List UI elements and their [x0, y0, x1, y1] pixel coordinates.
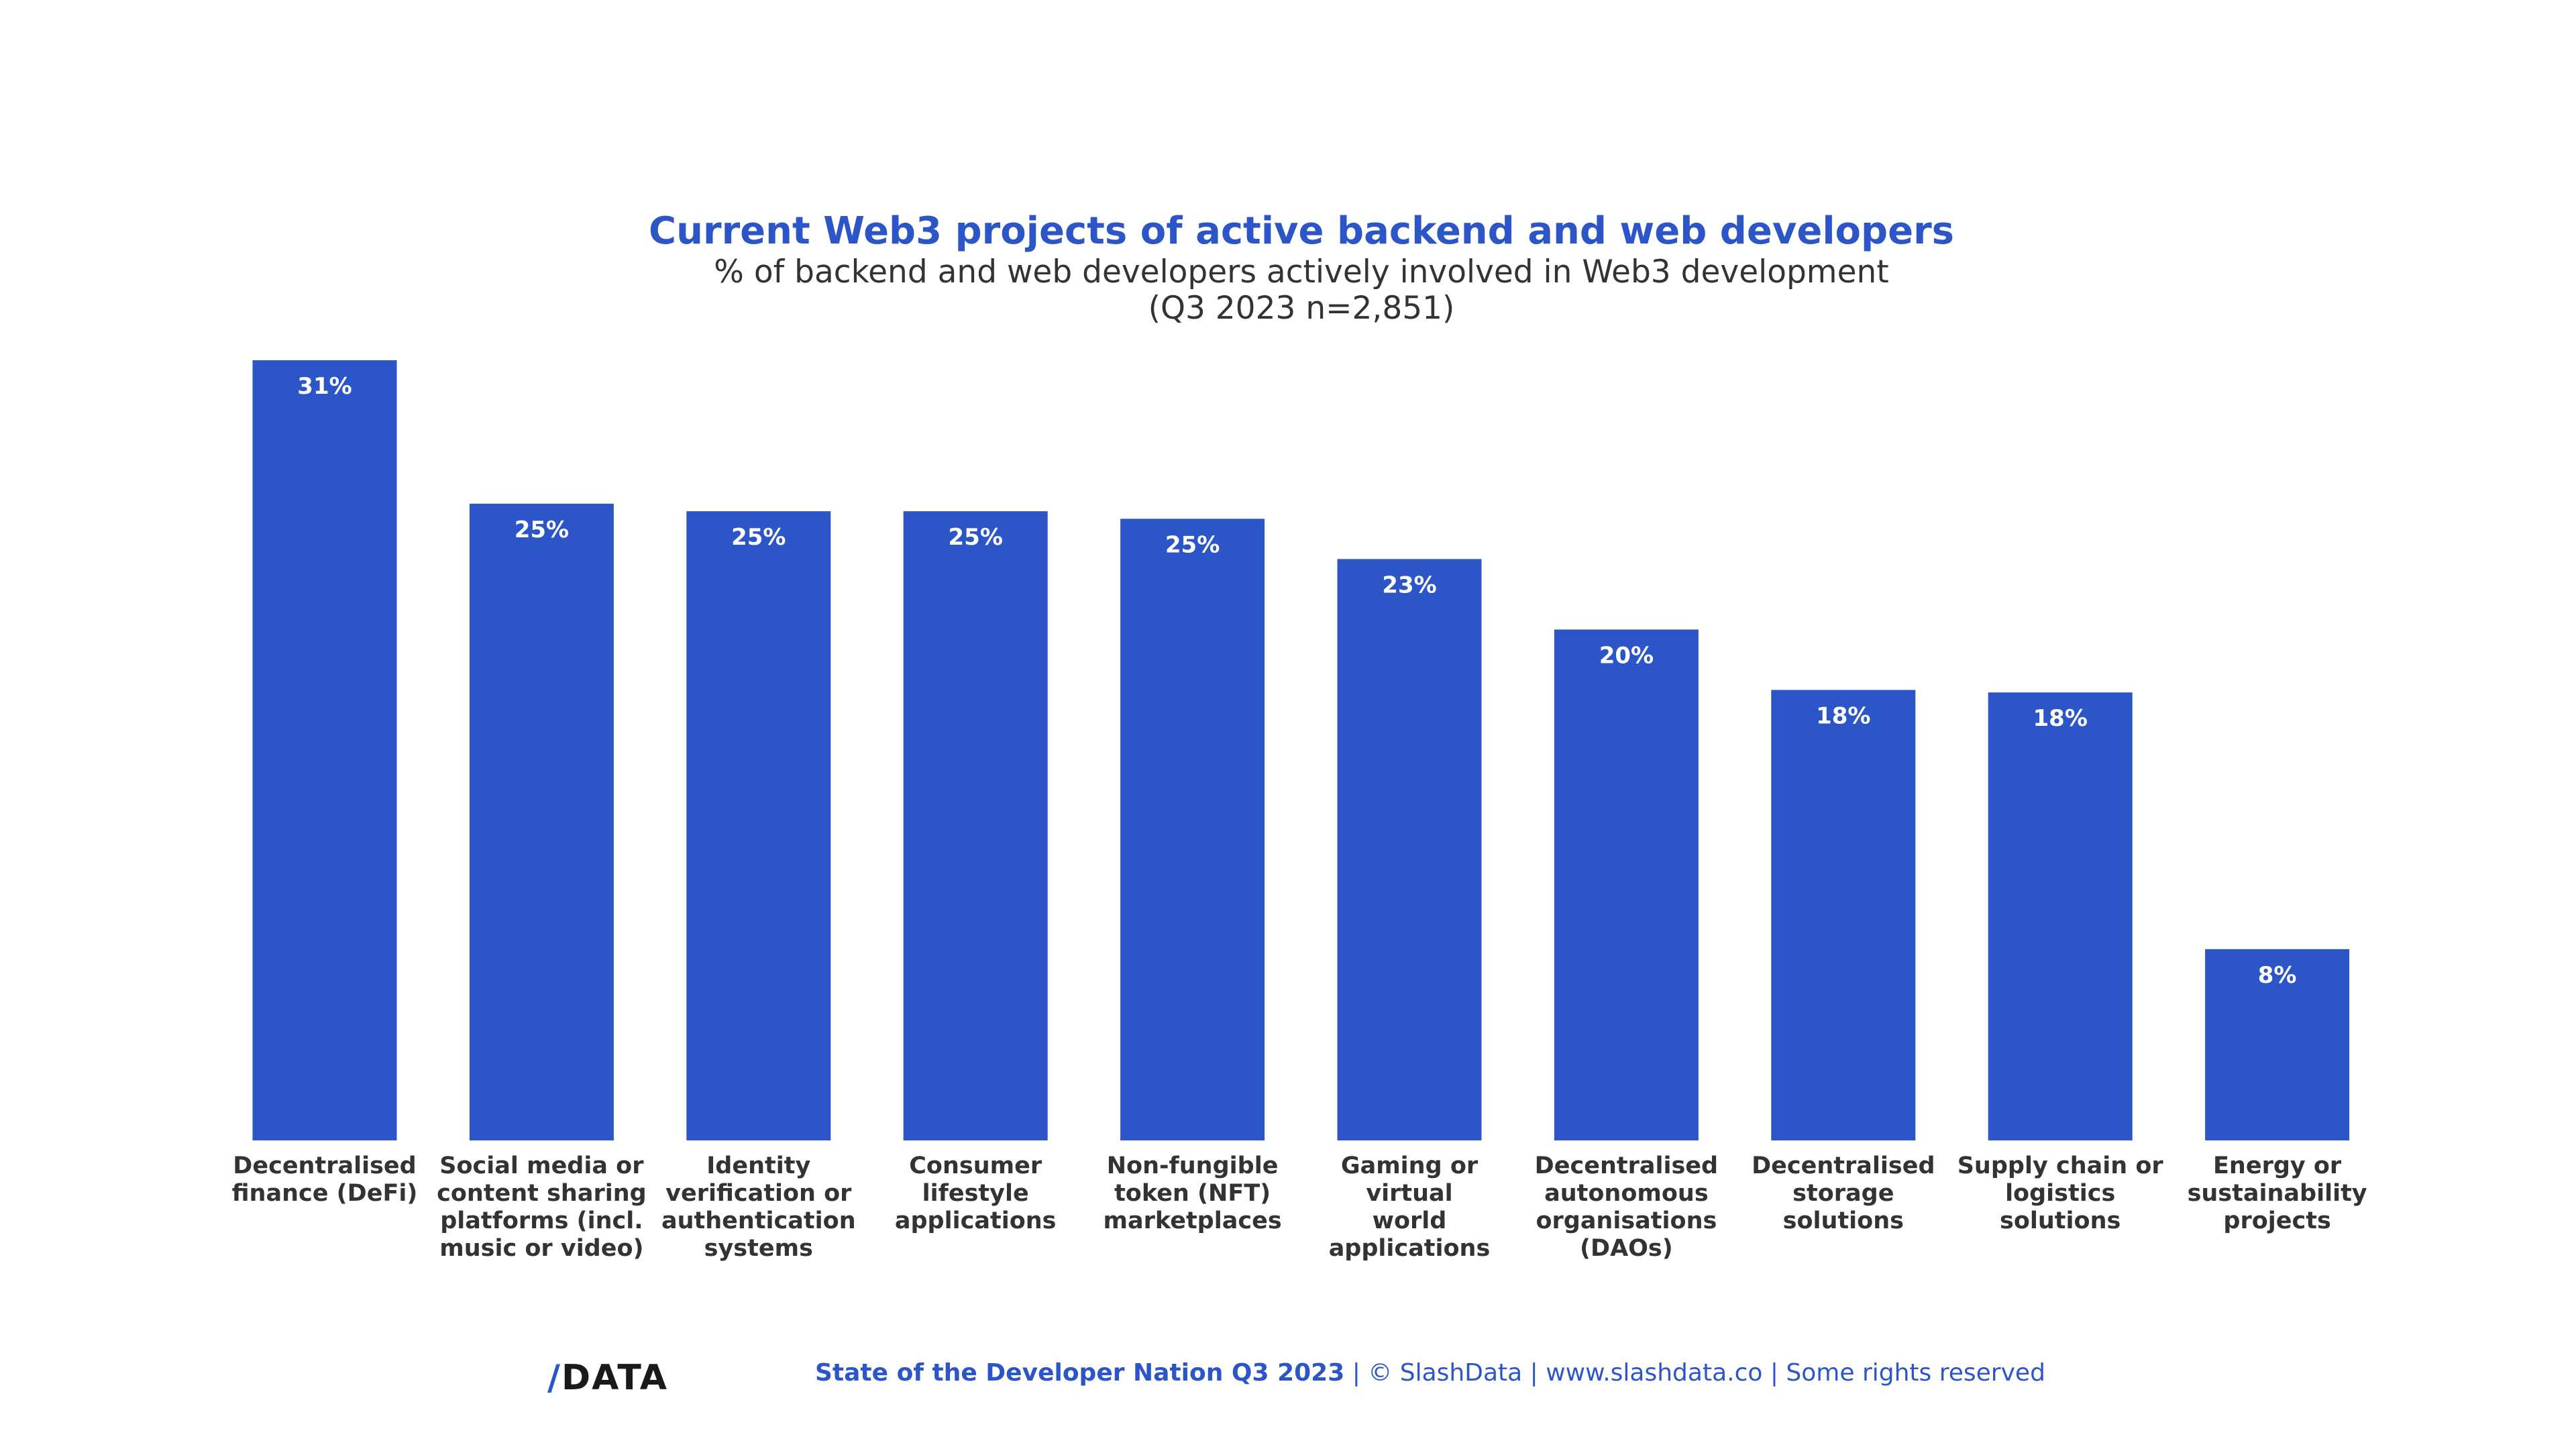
- bar: [686, 511, 831, 1140]
- bar: [469, 503, 614, 1140]
- bar: [1337, 559, 1482, 1140]
- footer-source: State of the Developer Nation Q3 2023: [815, 1359, 1345, 1387]
- bar: [1988, 692, 2133, 1140]
- category-label: Consumer lifestyle applications: [894, 1152, 1057, 1234]
- data-label: 25%: [515, 517, 569, 543]
- category-label: Energy or sustainability projects: [2187, 1152, 2367, 1234]
- category-label: Identity verification or authentication …: [661, 1152, 856, 1262]
- data-label: 18%: [1816, 702, 1870, 729]
- category-label: Decentralised finance (DeFi): [231, 1152, 418, 1207]
- category-label: Non-fungible token (NFT) marketplaces: [1103, 1152, 1282, 1234]
- chart-subtitle-sample: (Q3 2023 n=2,851): [1148, 290, 1455, 327]
- data-label: 25%: [949, 524, 1003, 551]
- data-label: 25%: [1165, 531, 1220, 558]
- data-label: 18%: [2033, 705, 2088, 732]
- chart-title: Current Web3 projects of active backend …: [648, 209, 1955, 253]
- footer-rights: | © SlashData | www.slashdata.co | Some …: [1344, 1359, 2045, 1387]
- bar: [2205, 949, 2350, 1140]
- category-label: Decentralised storage solutions: [1752, 1152, 1935, 1234]
- data-label: 25%: [731, 524, 786, 551]
- category-label: Decentralised autonomous organisations (…: [1534, 1152, 1719, 1262]
- data-label: 31%: [297, 373, 352, 400]
- category-label: Gaming or virtual world applications: [1328, 1152, 1491, 1262]
- chart-subtitle: % of backend and web developers actively…: [714, 254, 1889, 290]
- bar: [1120, 519, 1265, 1140]
- data-label: 20%: [1599, 642, 1654, 669]
- bar: [1771, 690, 1916, 1140]
- bar: [252, 360, 397, 1140]
- slashdata-logo: /DATA: [547, 1358, 669, 1398]
- bar: [903, 511, 1048, 1140]
- footer: State of the Developer Nation Q3 2023 | …: [815, 1359, 2045, 1387]
- data-label: 8%: [2258, 962, 2297, 989]
- bar: [1554, 629, 1699, 1140]
- data-label: 23%: [1382, 572, 1436, 598]
- category-label: Social media or content sharing platform…: [437, 1152, 647, 1262]
- category-label: Supply chain or logistics solutions: [1957, 1152, 2163, 1234]
